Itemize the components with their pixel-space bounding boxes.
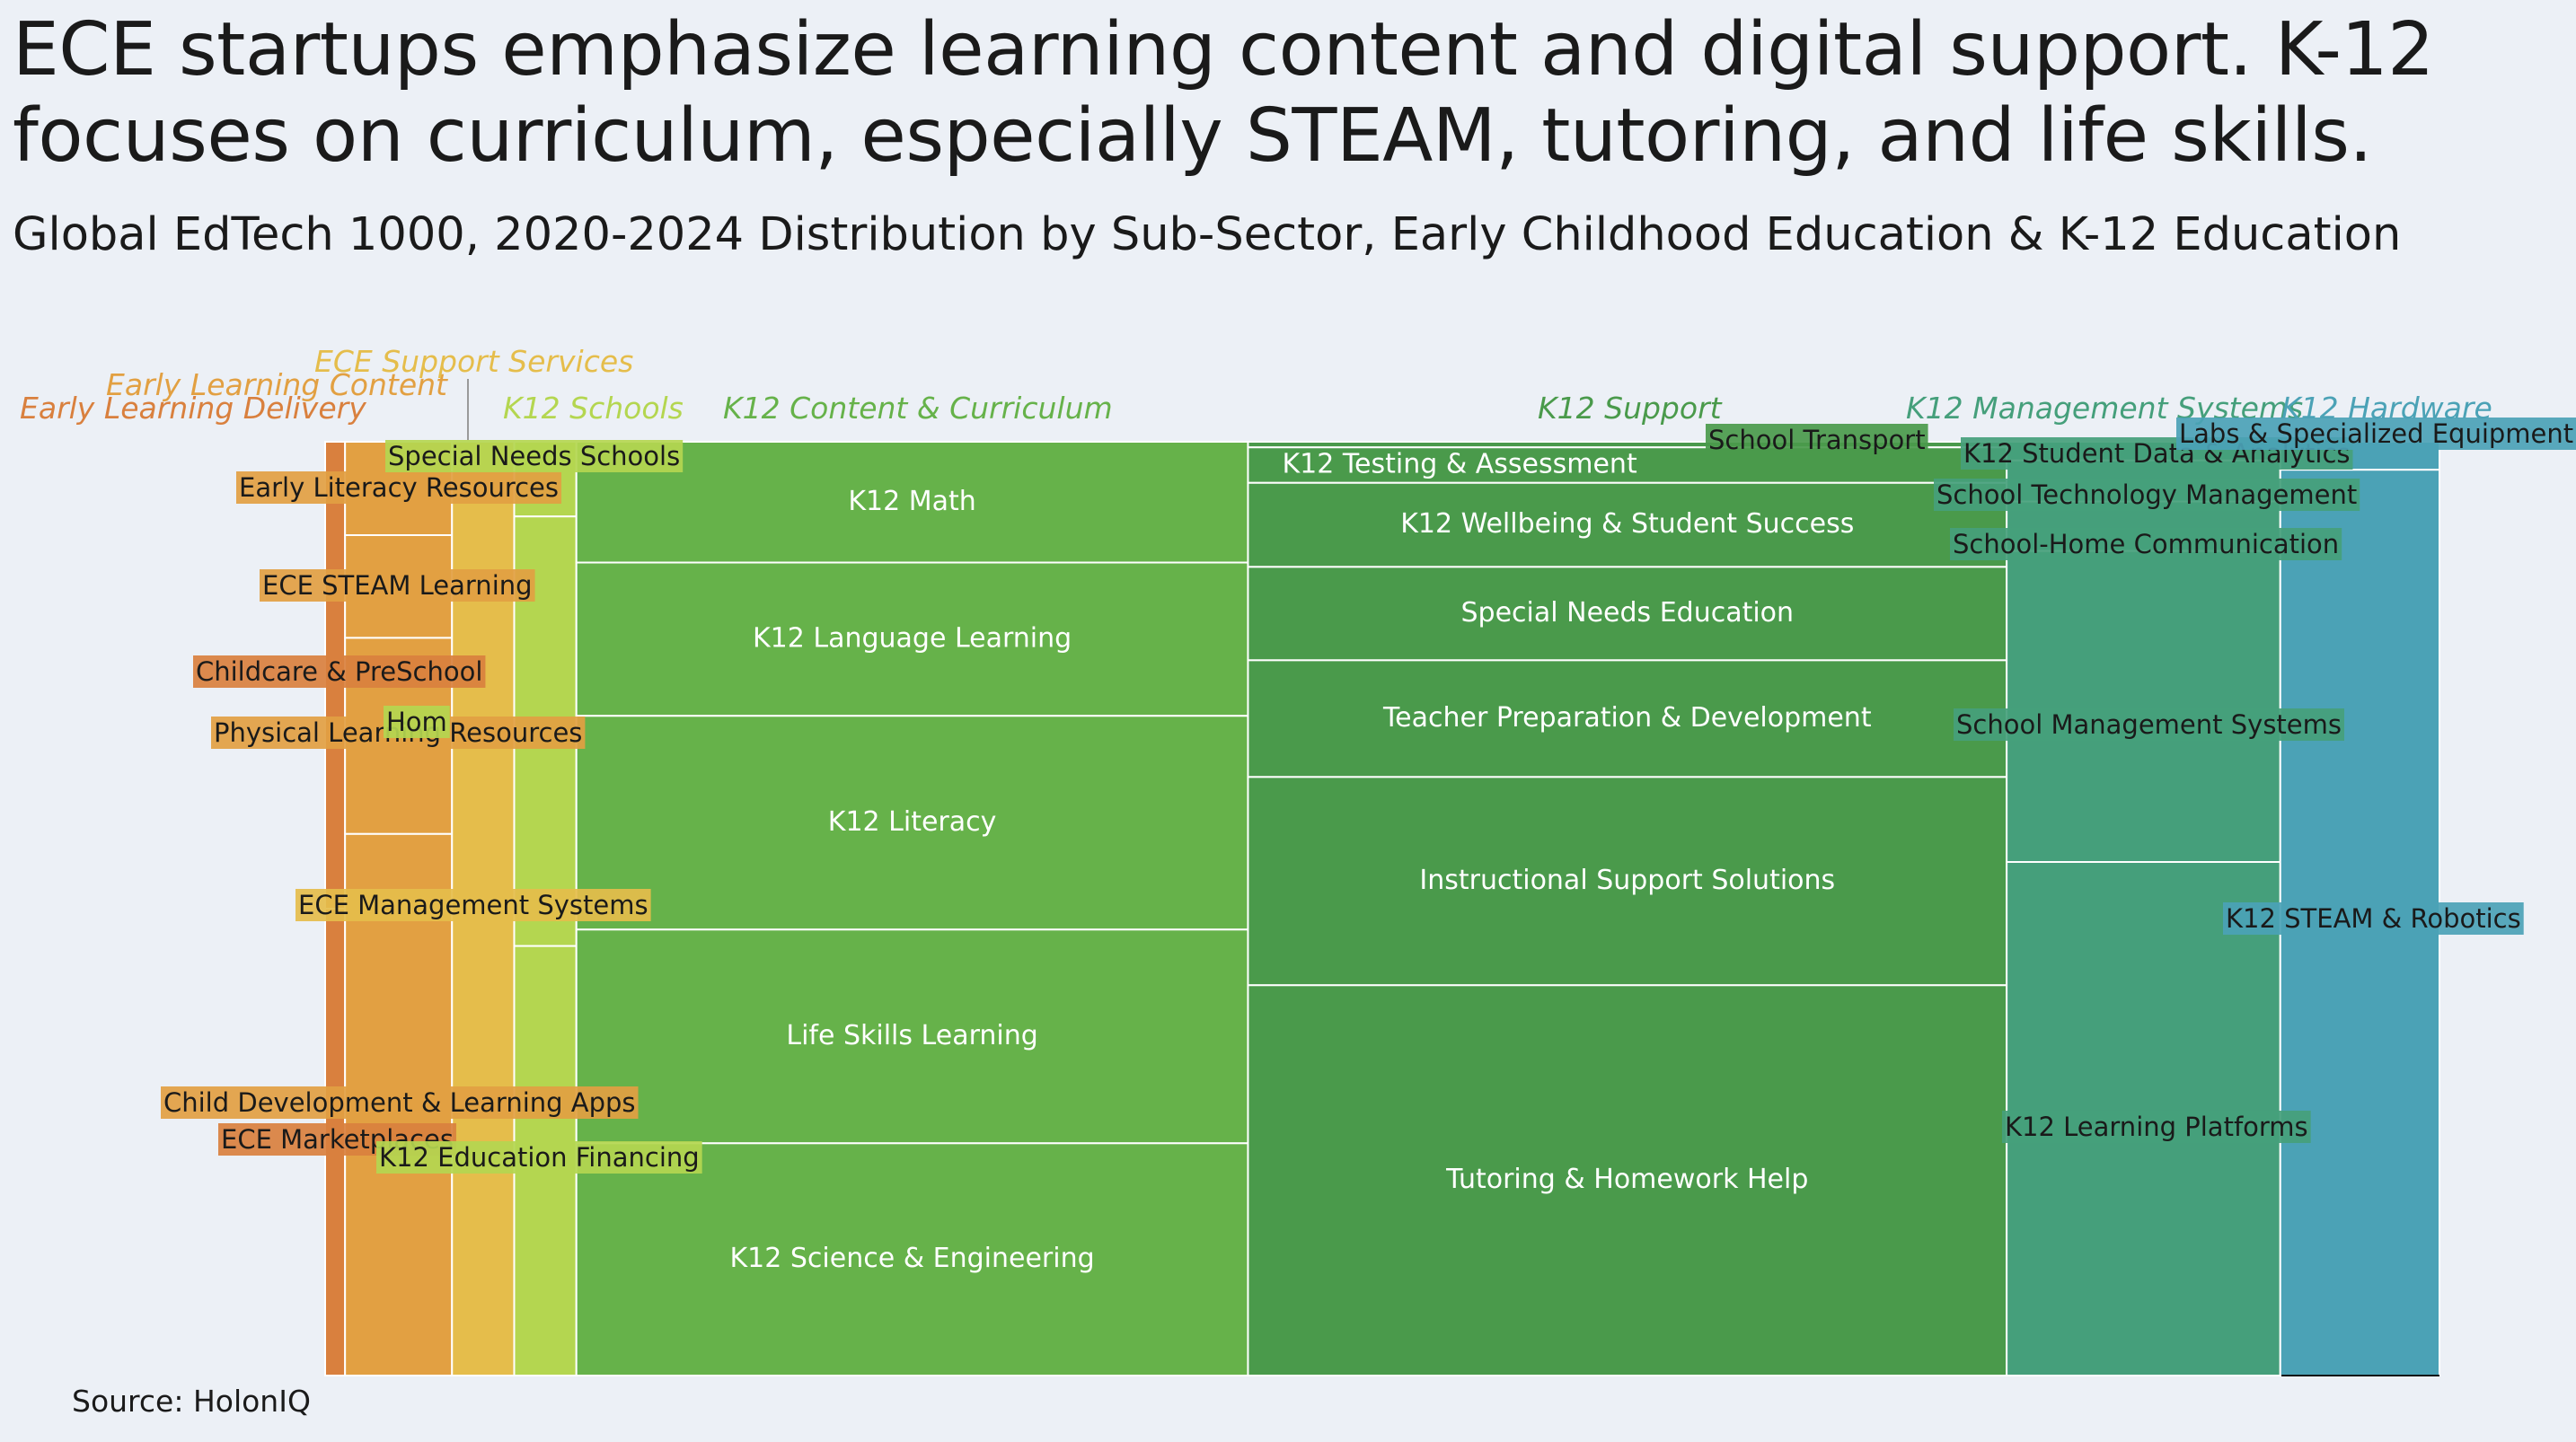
group-label-ece-support-services: ECE Support Services [314, 344, 633, 379]
label-life-skills-learning: Life Skills Learning [786, 1020, 1037, 1051]
label-bg [385, 440, 684, 472]
label-bg [1934, 479, 2360, 511]
label-school-management-systems: School Management Systems [1956, 709, 2342, 740]
label-ece-steam-learning: ECE STEAM Learning [262, 570, 533, 601]
source-note: Source: HolonIQ [72, 1384, 311, 1419]
label-school-transport: School Transport [1708, 425, 1926, 455]
label-bg [236, 471, 562, 504]
label-instructional-support-solutions: Instructional Support Solutions [1419, 865, 1835, 896]
label-k12-literacy: K12 Literacy [828, 806, 997, 838]
treemap-cells [324, 441, 2440, 1377]
group-label-k12-support: K12 Support [1538, 391, 1723, 426]
cell-life-skills-learning [575, 928, 1249, 1145]
label-childcare-preschool: Childcare & PreSchool [196, 656, 482, 687]
label-labs-specialized-equipment: Labs & Specialized Equipment [2179, 418, 2573, 449]
cell-k12-literacy [575, 715, 1249, 931]
cell-tutoring-homework-help [1247, 984, 2008, 1377]
label-teacher-preparation-development: Teacher Preparation & Development [1382, 702, 1872, 734]
label-bg [296, 889, 651, 921]
chart-subtitle: Global EdTech 1000, 2020-2024 Distributi… [13, 208, 2402, 261]
label-child-development-learning-apps: Child Development & Learning Apps [163, 1087, 636, 1118]
label-bg [2223, 902, 2524, 935]
label-school-home-communication: School-Home Communication [1953, 529, 2339, 559]
label-hom: Hom [386, 707, 447, 737]
label-bg [1706, 424, 1928, 456]
label-ece-management-systems: ECE Management Systems [298, 890, 648, 920]
cell-k12-math [575, 441, 1249, 564]
group-label-early-learning-delivery: Early Learning Delivery [20, 391, 366, 426]
label-special-needs-education: Special Needs Education [1461, 597, 1795, 629]
label-bg [384, 706, 450, 738]
label-k12-science-engineering: K12 Science & Engineering [730, 1243, 1095, 1274]
label-school-technology-management: School Technology Management [1936, 479, 2357, 510]
label-special-needs-schools: Special Needs Schools [388, 441, 680, 471]
group-label-early-learning-content: Early Learning Content [106, 367, 448, 402]
label-bg [193, 655, 486, 688]
label-k12-steam-robotics: K12 STEAM & Robotics [2226, 903, 2521, 934]
cell-school-management-systems [2006, 550, 2281, 863]
label-k12-language-learning: K12 Language Learning [753, 622, 1072, 654]
group-label-k12-schools: K12 Schools [503, 391, 684, 426]
cell-instructional-support-solutions [1247, 776, 2008, 987]
cell-k12-wellbeing-student-success [1247, 481, 2008, 568]
cell-k12-science-engineering [575, 1142, 1249, 1377]
label-tutoring-homework-help: Tutoring & Homework Help [1445, 1164, 1808, 1195]
label-early-literacy-resources: Early Literacy Resources [239, 472, 559, 503]
cell-teacher-preparation-development [1247, 659, 2008, 778]
label-k12-education-financing: K12 Education Financing [379, 1142, 700, 1173]
chart-title: ECE startups emphasize learning content … [13, 7, 2434, 179]
label-bg [2176, 418, 2576, 450]
label-bg [260, 569, 535, 602]
cell-special-needs-education [1247, 566, 2008, 662]
label-bg [1950, 528, 2342, 560]
label-k12-testing-assessment: K12 Testing & Assessment [1282, 449, 1637, 480]
label-bg [161, 1086, 639, 1119]
label-k12-math: K12 Math [848, 486, 975, 517]
label-bg [1954, 708, 2344, 741]
group-label-k12-content-curriculum: K12 Content & Curriculum [723, 391, 1113, 426]
label-bg [2002, 1111, 2311, 1143]
label-k12-wellbeing-student-success: K12 Wellbeing & Student Success [1400, 508, 1854, 540]
label-bg [376, 1141, 702, 1174]
cell-k12-language-learning [575, 561, 1249, 717]
label-k12-learning-platforms: K12 Learning Platforms [2005, 1112, 2308, 1142]
